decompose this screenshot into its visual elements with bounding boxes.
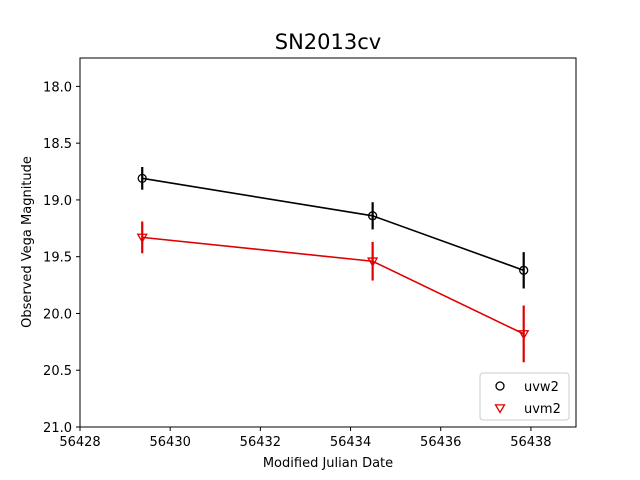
data-point-uvm2 xyxy=(518,330,530,340)
plot-frame xyxy=(79,57,577,428)
y-axis: 18.0 18.5 19.0 19.5 20.0 20.5 21.0 xyxy=(43,80,80,436)
y-tick-label: 19.0 xyxy=(43,194,72,209)
data-point-uvw2 xyxy=(367,211,378,221)
y-tick-label: 21.0 xyxy=(43,421,72,436)
series-uvw2 xyxy=(137,166,529,289)
data-point-uvw2 xyxy=(519,265,529,275)
y-tick-label: 19.5 xyxy=(43,251,72,266)
x-tick-label: 56428 xyxy=(59,435,100,450)
y-tick-label: 18.0 xyxy=(43,80,72,95)
y-tick-label: 20.0 xyxy=(43,307,72,322)
x-tick-label: 56438 xyxy=(510,435,551,450)
legend-label-uvm2: uvm2 xyxy=(524,402,561,417)
series-uvm2 xyxy=(136,221,530,363)
data-point-uvw2 xyxy=(137,173,147,184)
data-point-uvm2 xyxy=(367,257,379,268)
legend: uvw2 uvm2 xyxy=(479,372,570,421)
x-tick-label: 56436 xyxy=(420,435,461,450)
x-tick-label: 56434 xyxy=(330,435,371,450)
legend-marker-uvm2 xyxy=(494,404,506,414)
chart-title: SN2013cv xyxy=(275,30,381,54)
y-tick-label: 18.5 xyxy=(43,137,72,152)
x-axis: 56428 56430 56432 56434 56436 56438 xyxy=(59,427,552,450)
data-point-uvm2 xyxy=(136,233,148,244)
y-tick-label: 20.5 xyxy=(43,364,72,379)
y-axis-label: Observed Vega Magnitude xyxy=(20,156,35,328)
series-layer xyxy=(136,166,530,363)
x-tick-label: 56430 xyxy=(150,435,191,450)
legend-label-uvw2: uvw2 xyxy=(524,380,559,395)
x-tick-label: 56432 xyxy=(240,435,281,450)
x-axis-label: Modified Julian Date xyxy=(263,456,393,471)
legend-marker-uvw2 xyxy=(495,381,505,391)
